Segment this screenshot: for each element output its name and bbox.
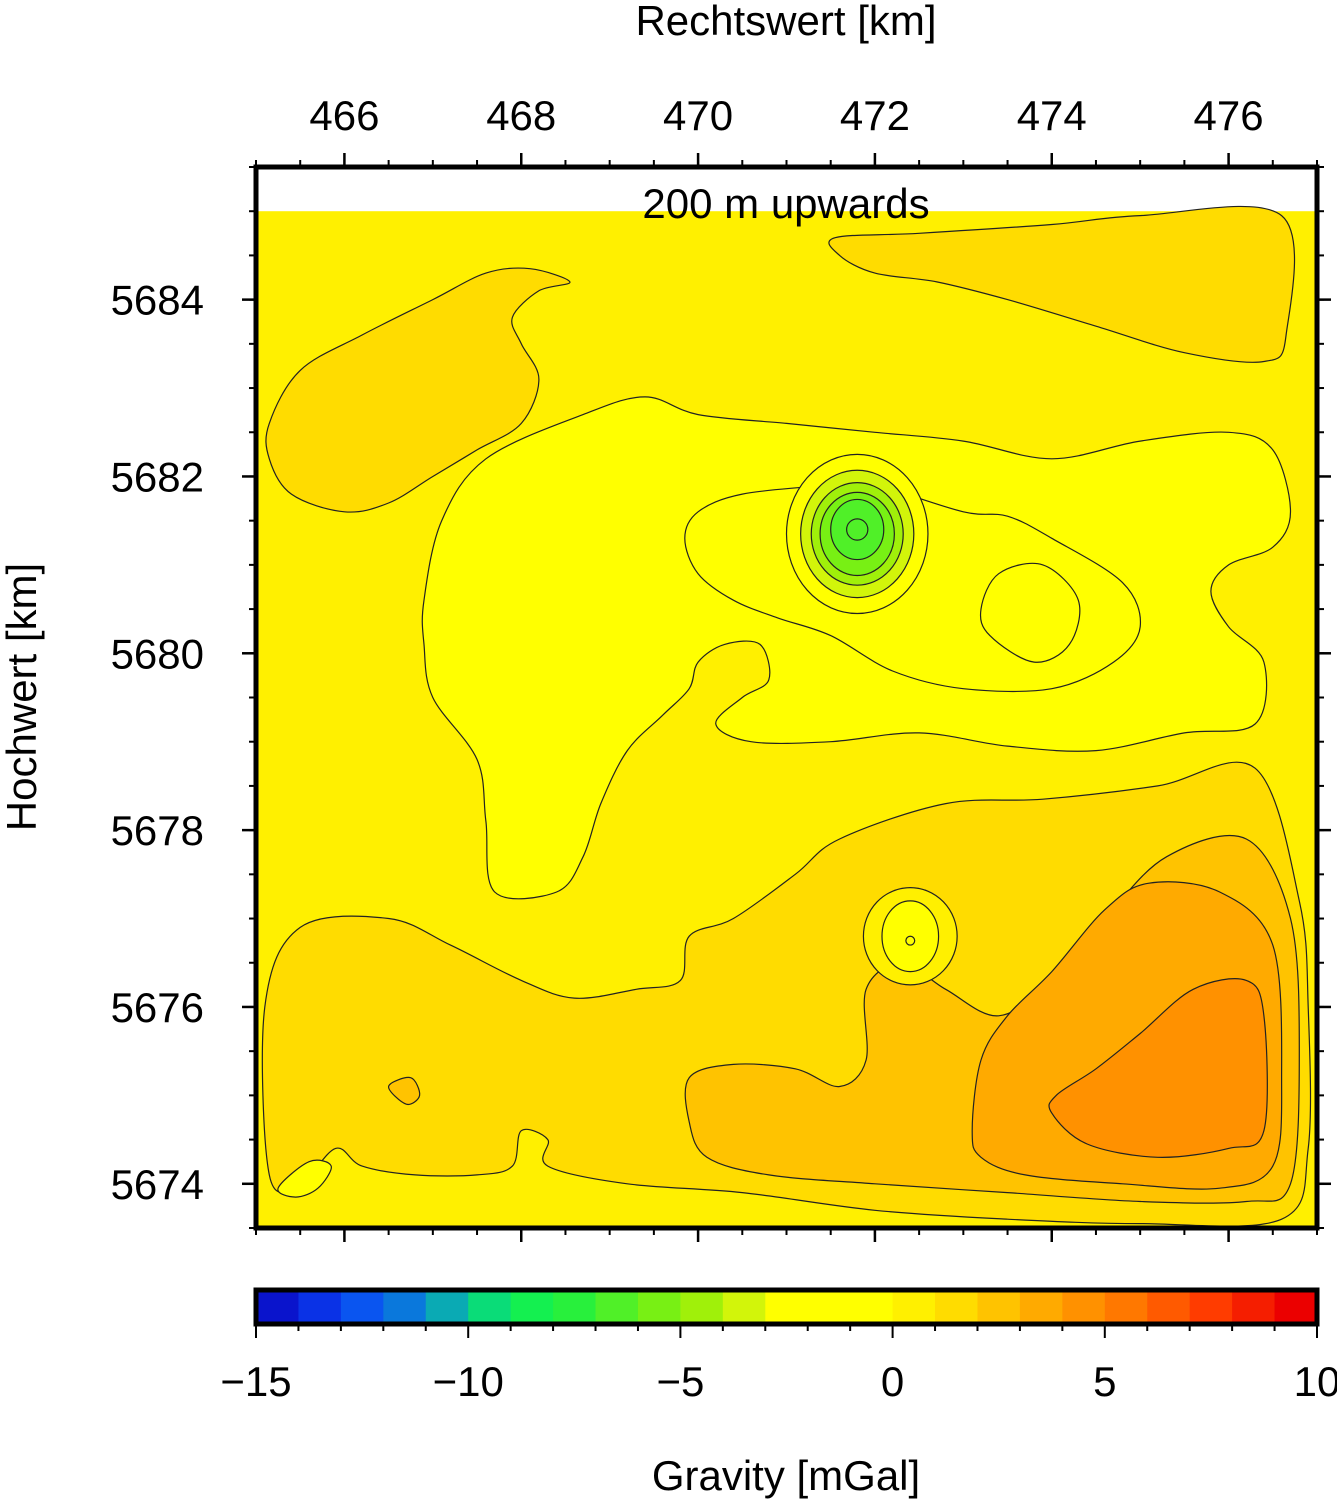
x-axis-label: Rechtswert [km]	[635, 0, 936, 44]
colorbar-swatch	[1232, 1290, 1276, 1324]
colorbar-swatch	[595, 1290, 639, 1324]
colorbar-swatch	[680, 1290, 724, 1324]
colorbar-swatch	[1019, 1290, 1063, 1324]
colorbar-swatch	[1104, 1290, 1148, 1324]
colorbar-swatch	[1189, 1290, 1233, 1324]
plot-title: 200 m upwards	[642, 180, 929, 227]
x-tick-label: 470	[663, 92, 733, 139]
colorbar-swatch	[807, 1290, 851, 1324]
contour-region	[979, 562, 1081, 663]
y-axis-label: Hochwert [km]	[0, 563, 45, 831]
colorbar-tick-label: 0	[881, 1358, 904, 1405]
colorbar-swatch	[765, 1290, 809, 1324]
colorbar-swatch	[256, 1290, 299, 1324]
gravity-high-contour	[905, 935, 916, 946]
plot-area	[256, 167, 1317, 1228]
gravity-low-contour	[846, 518, 869, 541]
colorbar-tick-label: −10	[433, 1358, 504, 1405]
colorbar-swatch	[1274, 1290, 1318, 1324]
colorbar-swatch	[722, 1290, 766, 1324]
colorbar-label: Gravity [mGal]	[652, 1452, 920, 1499]
colorbar-swatch	[425, 1290, 469, 1324]
colorbar-swatch	[1062, 1290, 1106, 1324]
y-tick-label: 5680	[111, 630, 204, 677]
contour-region	[828, 205, 1296, 363]
colorbar-swatch	[637, 1290, 681, 1324]
colorbar-tick-label: 10	[1294, 1358, 1337, 1405]
colorbar-swatch	[935, 1290, 978, 1324]
y-tick-label: 5678	[111, 807, 204, 854]
colorbar: −15 −10 −5 0 5 10	[220, 1290, 1337, 1405]
colorbar-swatch	[892, 1290, 936, 1324]
colorbar-swatch	[510, 1290, 554, 1324]
colorbar-frame	[253, 1287, 1320, 1327]
colorbar-swatch	[298, 1290, 342, 1324]
colorbar-tick-label: −5	[656, 1358, 704, 1405]
y-tick-label: 5684	[111, 277, 204, 324]
contour-region	[277, 1159, 332, 1198]
colorbar-swatch	[850, 1290, 894, 1324]
colorbar-swatch	[468, 1290, 512, 1324]
colorbar-swatch	[383, 1290, 427, 1324]
y-tick-label: 5674	[111, 1161, 204, 1208]
gravity-field-layer	[256, 205, 1317, 1228]
x-tick-label: 474	[1017, 92, 1087, 139]
colorbar-swatch	[1147, 1290, 1191, 1324]
x-tick-label: 472	[840, 92, 910, 139]
colorbar-swatch	[553, 1290, 597, 1324]
x-tick-label: 476	[1194, 92, 1264, 139]
colorbar-swatch	[340, 1290, 384, 1324]
contour-region	[1048, 978, 1268, 1158]
contour-region	[265, 267, 571, 513]
y-tick-label: 5682	[111, 453, 204, 500]
colorbar-tick-label: −15	[220, 1358, 291, 1405]
x-tick-label: 468	[486, 92, 556, 139]
x-tick-label: 466	[309, 92, 379, 139]
axis-ticks: 466 468 470 472 474 476 5674 5676 5678 5680 5682 56…	[111, 92, 1331, 1242]
colorbar-tick-label: 5	[1093, 1358, 1116, 1405]
colorbar-swatch	[977, 1290, 1021, 1324]
contour-region	[388, 1076, 421, 1106]
y-tick-label: 5676	[111, 984, 204, 1031]
